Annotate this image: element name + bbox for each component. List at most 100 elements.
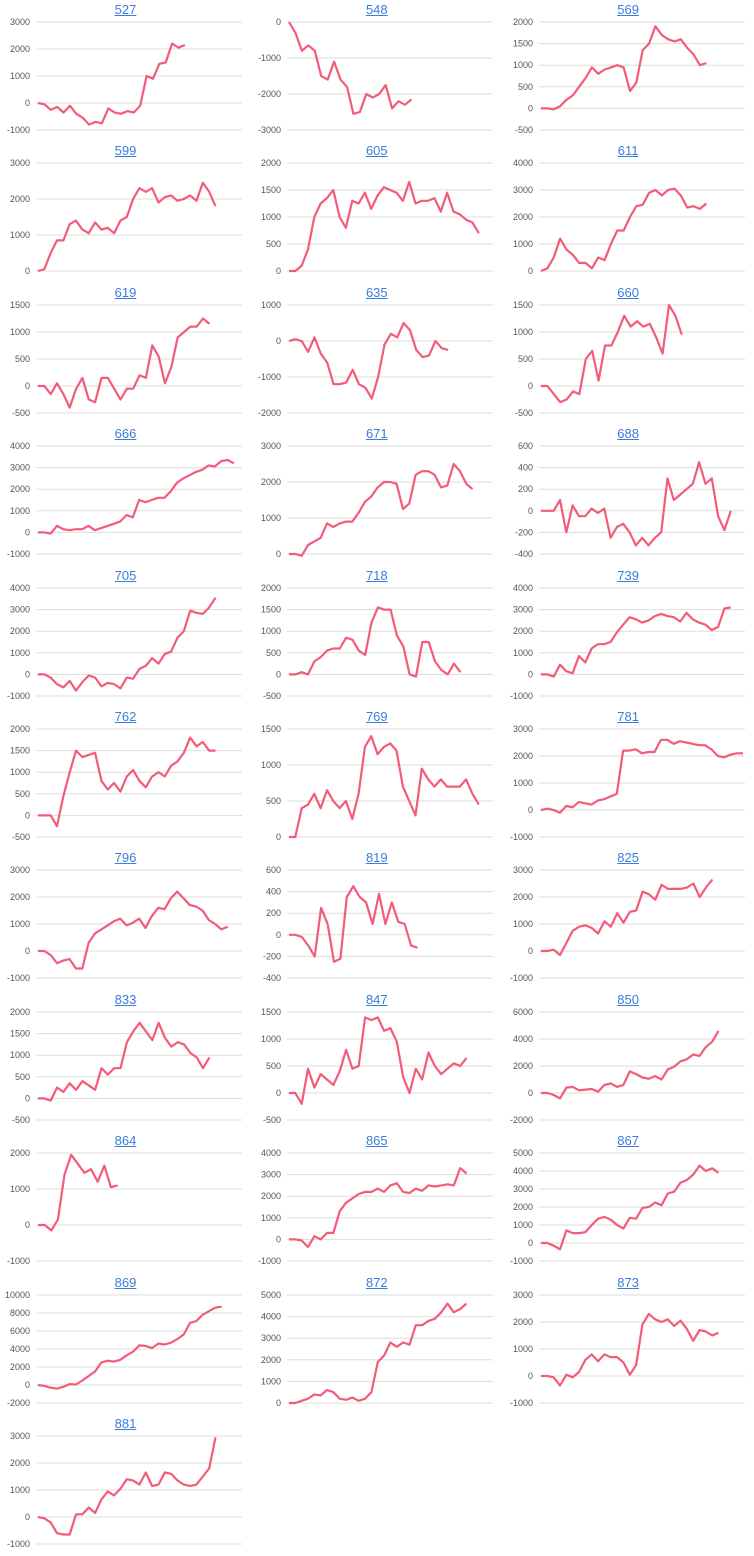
chart-title-link[interactable]: 739 (617, 567, 639, 583)
chart-title-link[interactable]: 548 (365, 2, 388, 17)
chart-title-link[interactable]: 599 (114, 143, 137, 159)
chart-title-link[interactable]: 867 (617, 1133, 639, 1149)
y-tick-label: 1500 (261, 604, 281, 614)
chart-title-link[interactable]: 605 (365, 143, 388, 159)
y-tick-label: 0 (528, 1088, 533, 1098)
series-line (37, 1305, 222, 1390)
y-tick-label: -500 (12, 832, 30, 842)
y-tick-label: 2000 (261, 1191, 281, 1201)
y-tick-label: 1500 (10, 746, 30, 756)
series-line (540, 187, 707, 273)
y-tick-label: 2000 (10, 626, 30, 636)
chart-panel: 705 -1000 0 1000 2000 3000 4000 (0, 566, 251, 708)
y-tick-label: 3000 (10, 463, 30, 473)
chart-title-link[interactable]: 864 (114, 1133, 137, 1149)
y-tick-label: 8000 (10, 1308, 30, 1318)
chart-title-link[interactable]: 688 (617, 426, 639, 442)
y-tick-label: 4000 (10, 584, 30, 593)
line-chart: -1000 0 1000 2000 (7, 1149, 242, 1266)
y-tick-label: 1000 (261, 1213, 281, 1223)
chart-title-link[interactable]: 869 (114, 1274, 137, 1290)
series-line (540, 303, 683, 404)
y-tick-label: 0 (25, 1512, 30, 1522)
line-chart: -500 0 500 1000 1500 2000 (10, 725, 242, 842)
y-tick-label: 3000 (513, 185, 533, 195)
chart-title-link[interactable]: 611 (617, 143, 639, 159)
y-tick-label: 1000 (513, 60, 533, 70)
chart-title-link[interactable]: 833 (114, 991, 137, 1007)
chart-title-link[interactable]: 666 (114, 426, 137, 442)
chart-panel: 873 -1000 0 1000 2000 3000 (503, 1273, 754, 1415)
chart-title-link[interactable]: 850 (617, 991, 639, 1007)
y-tick-label: -500 (263, 691, 281, 701)
y-tick-label: 2000 (261, 584, 281, 593)
chart-title-link[interactable]: 660 (617, 284, 639, 300)
chart-title-link[interactable]: 718 (365, 567, 388, 583)
y-tick-label: 2000 (10, 892, 30, 902)
chart-title-link[interactable]: 635 (365, 284, 388, 300)
line-chart: -1000 0 1000 2000 3000 (510, 1291, 745, 1408)
y-tick-label: 200 (518, 484, 533, 494)
chart-panel: 569 -500 0 500 1000 1500 2000 (503, 0, 754, 142)
y-tick-label: 0 (276, 832, 281, 842)
line-chart: -400 -200 0 200 400 600 (515, 442, 745, 559)
y-tick-label: 3000 (261, 1170, 281, 1180)
chart-title-link[interactable]: 671 (365, 426, 388, 442)
y-tick-label: -500 (12, 408, 30, 418)
y-tick-label: 1000 (261, 760, 281, 770)
chart-panel: 781 -1000 0 1000 2000 3000 (503, 707, 754, 849)
y-tick-label: 3000 (261, 1333, 281, 1343)
y-tick-label: 0 (528, 946, 533, 956)
y-tick-label: 500 (266, 647, 281, 657)
chart-title-link[interactable]: 705 (114, 567, 137, 583)
y-tick-label: 500 (15, 789, 30, 799)
y-tick-label: 0 (528, 1371, 533, 1381)
y-tick-label: 0 (528, 506, 533, 516)
y-tick-label: 500 (518, 82, 533, 92)
chart-title-link[interactable]: 825 (617, 850, 639, 866)
y-tick-label: -400 (515, 549, 533, 559)
y-tick-label: 2000 (513, 751, 533, 761)
chart-panel: 739 -1000 0 1000 2000 3000 4000 (503, 566, 754, 708)
chart-panel: 864 -1000 0 1000 2000 (0, 1131, 251, 1273)
y-tick-label: 3000 (10, 1432, 30, 1441)
chart-title-link[interactable]: 796 (114, 850, 137, 866)
chart-title-link[interactable]: 873 (617, 1274, 639, 1290)
y-tick-label: -1000 (510, 973, 533, 983)
line-chart: -1000 0 1000 2000 3000 4000 5000 (510, 1149, 745, 1266)
series-line (540, 738, 743, 814)
y-tick-label: 3000 (513, 1291, 533, 1300)
y-tick-label: -1000 (7, 691, 30, 701)
y-tick-label: 500 (266, 239, 281, 249)
y-tick-label: 1000 (261, 212, 281, 222)
series-line (37, 42, 186, 126)
y-tick-label: 2000 (10, 1458, 30, 1468)
chart-title-link[interactable]: 781 (617, 709, 639, 724)
y-tick-label: -1000 (7, 549, 30, 559)
line-chart: -500 0 500 1000 1500 (10, 301, 242, 418)
chart-title-link[interactable]: 569 (617, 2, 639, 17)
line-chart: 0 1000 2000 3000 4000 (513, 159, 745, 276)
chart-title-link[interactable]: 881 (114, 1416, 137, 1431)
chart-title-link[interactable]: 847 (365, 991, 388, 1007)
chart-title-link[interactable]: 819 (365, 850, 388, 866)
chart-title-link[interactable]: 762 (114, 709, 137, 724)
chart-title-link[interactable]: 619 (114, 284, 137, 300)
chart-title-link[interactable]: 769 (365, 709, 388, 724)
y-tick-label: 1500 (10, 1028, 30, 1038)
line-chart: 0 1000 2000 3000 (261, 442, 494, 559)
chart-title-link[interactable]: 872 (365, 1274, 388, 1290)
chart-panel: 671 0 1000 2000 3000 (251, 424, 502, 566)
chart-title-link[interactable]: 865 (365, 1133, 388, 1149)
series-line (288, 21, 413, 115)
chart-title-link[interactable]: 527 (114, 2, 137, 17)
line-chart: -1000 0 1000 2000 3000 4000 (7, 584, 242, 701)
y-tick-label: 0 (25, 1220, 30, 1230)
y-tick-label: 1000 (10, 767, 30, 777)
series-line (37, 182, 217, 273)
y-tick-label: 500 (518, 354, 533, 364)
line-chart: -500 0 500 1000 1500 2000 (513, 18, 745, 135)
y-tick-label: 2000 (10, 194, 30, 204)
y-tick-label: 6000 (10, 1326, 30, 1336)
